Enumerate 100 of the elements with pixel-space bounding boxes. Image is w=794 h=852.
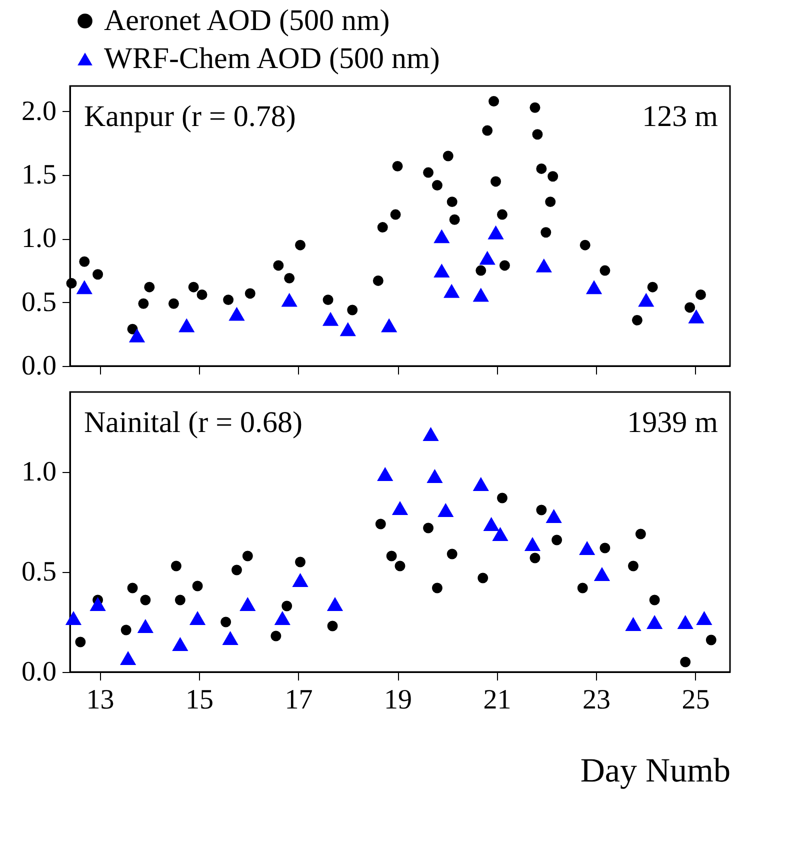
point [438, 503, 454, 517]
point [594, 567, 610, 581]
point [434, 264, 450, 278]
x-tick-label: 23 [582, 684, 611, 716]
point [496, 209, 508, 220]
point [696, 611, 712, 625]
point [75, 636, 86, 648]
point [548, 171, 558, 182]
point [174, 594, 186, 606]
point [492, 527, 508, 541]
point [423, 167, 434, 178]
point [472, 288, 489, 302]
point [228, 306, 245, 321]
point [326, 597, 344, 611]
point [600, 542, 610, 554]
x-axis-title: Day Numb [580, 752, 730, 790]
point [532, 129, 543, 140]
point [472, 477, 489, 491]
point [66, 278, 77, 289]
point [340, 322, 356, 336]
point [127, 582, 138, 594]
point [488, 225, 504, 240]
point [377, 467, 394, 481]
point [377, 222, 388, 233]
point [240, 597, 256, 611]
point [231, 564, 242, 576]
point [90, 597, 106, 611]
point [706, 634, 716, 646]
point [273, 260, 284, 271]
point [284, 272, 295, 284]
point [65, 611, 82, 625]
point [242, 550, 253, 562]
point [178, 318, 195, 332]
point [422, 427, 439, 441]
point [120, 624, 132, 636]
point [423, 522, 434, 534]
point [580, 240, 590, 250]
point [649, 594, 660, 606]
point [392, 160, 403, 172]
annotation: Kanpur (r = 0.78) [84, 100, 296, 133]
point [684, 302, 696, 313]
point [540, 227, 552, 238]
point [635, 528, 646, 540]
y-tick-label: 0.0 [22, 350, 56, 382]
point [79, 256, 90, 267]
point [128, 328, 146, 342]
point [496, 492, 508, 504]
point [120, 651, 136, 665]
point [137, 619, 154, 633]
y-tick-label: 0.5 [22, 286, 56, 318]
point [434, 229, 450, 244]
point [677, 615, 694, 629]
point [432, 180, 442, 191]
point [295, 240, 306, 250]
point [688, 309, 704, 324]
point [322, 294, 334, 306]
point [188, 282, 199, 292]
point [646, 615, 663, 629]
point [270, 630, 282, 642]
point [446, 196, 458, 208]
y-tick-label: 0.0 [22, 656, 56, 688]
point [168, 298, 179, 309]
y-tick-label: 1.0 [22, 223, 56, 254]
point [220, 616, 232, 628]
point [628, 560, 638, 572]
point [390, 209, 401, 220]
point [295, 556, 306, 568]
point [499, 260, 510, 271]
point [536, 504, 547, 516]
point [244, 288, 256, 299]
point [394, 560, 406, 572]
point [172, 637, 188, 651]
point [282, 600, 292, 612]
point [586, 280, 602, 294]
x-tick-label: 25 [682, 684, 710, 716]
point [530, 102, 540, 113]
point [524, 537, 541, 551]
x-tick-label: 15 [186, 684, 214, 716]
point [488, 96, 500, 107]
x-tick-label: 19 [384, 684, 412, 716]
x-tick-label: 21 [483, 684, 512, 716]
legend-label: WRF-Chem AOD (500 nm) [104, 42, 440, 75]
point [92, 269, 104, 280]
point [695, 289, 706, 300]
point [76, 280, 92, 294]
point [490, 176, 502, 187]
point [381, 318, 398, 332]
y-tick-label: 1.5 [22, 160, 56, 191]
point [545, 196, 556, 208]
point [483, 517, 500, 531]
point [196, 289, 208, 300]
point [536, 258, 552, 272]
point [322, 312, 339, 326]
y-tick-label: 1.0 [22, 456, 56, 488]
point [327, 620, 338, 632]
point [680, 656, 691, 668]
point [140, 594, 151, 606]
point [292, 573, 308, 587]
point [482, 125, 493, 136]
x-tick-label: 17 [284, 684, 313, 716]
